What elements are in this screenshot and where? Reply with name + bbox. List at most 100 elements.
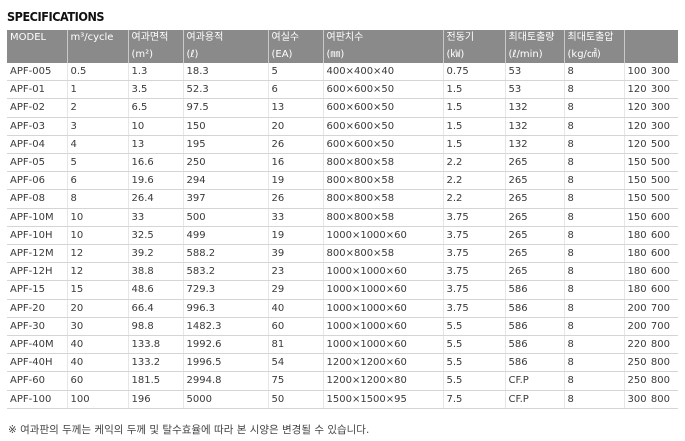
table-cell: 12 xyxy=(66,262,128,282)
table-cell: 0.75 xyxy=(442,63,505,82)
table-cell: 3 xyxy=(66,117,128,136)
table-cell: 133.2 xyxy=(127,353,183,373)
table-cell: 8 xyxy=(563,117,624,136)
pressure-max: 300 xyxy=(650,120,670,132)
table-cell: 19.6 xyxy=(127,171,183,191)
table-cell: APF-05 xyxy=(7,153,67,173)
table-cell: 1000×1000×60 xyxy=(322,317,443,337)
pressure-min: 300 xyxy=(627,393,647,405)
pressure-min: 150 xyxy=(627,193,647,205)
pressure-range-cell: 120 300 xyxy=(623,117,678,136)
table-cell: 5 xyxy=(66,153,128,173)
pressure-max: 700 xyxy=(650,320,670,332)
table-cell: 583.2 xyxy=(182,262,268,282)
table-cell: 1000×1000×60 xyxy=(322,226,443,246)
table-cell: 8 xyxy=(563,335,624,355)
table-row: APF-005 0.5 1.3 18.3 5 400×400×40 0.75 53 8 100 30… xyxy=(7,63,678,82)
unit-cell: (㎾) xyxy=(442,46,505,63)
header-cell: 여판치수 xyxy=(322,30,443,47)
table-row: APF-03 3 10 150 20 600×600×50 1.5 132 8 120 300 xyxy=(7,117,678,136)
page-title: SPECIFICATIONS xyxy=(7,9,105,24)
pressure-min: 150 xyxy=(627,175,647,187)
pressure-min: 180 xyxy=(627,284,647,296)
table-cell: APF-40M xyxy=(7,335,67,355)
table-cell: APF-20 xyxy=(7,299,67,318)
pressure-range-cell: 300 800 xyxy=(623,390,678,409)
pressure-range-cell: 200 700 xyxy=(623,299,678,318)
table-cell: 3.75 xyxy=(442,208,505,227)
table-cell: APF-04 xyxy=(7,135,67,155)
table-cell: 1 xyxy=(66,80,128,100)
table-cell: 181.5 xyxy=(127,371,183,391)
table-cell: 3.75 xyxy=(442,262,505,282)
unit-cell xyxy=(623,46,678,63)
table-cell: 1.5 xyxy=(442,117,505,136)
table-cell: 1.5 xyxy=(442,98,505,118)
pressure-range-cell: 180 600 xyxy=(623,280,678,300)
table-cell: APF-005 xyxy=(7,63,67,82)
table-cell: 800×800×58 xyxy=(322,244,443,264)
pressure-min: 250 xyxy=(627,357,647,369)
table-cell: 40 xyxy=(66,353,128,373)
table-cell: 1200×1200×60 xyxy=(322,353,443,373)
table-cell: 1500×1500×95 xyxy=(322,390,443,409)
table-cell: 3.5 xyxy=(127,80,183,100)
pressure-max: 300 xyxy=(650,84,670,96)
table-cell: 600×600×50 xyxy=(322,98,443,118)
table-cell: 8 xyxy=(563,280,624,300)
table-cell: 29 xyxy=(267,280,323,300)
table-cell: 586 xyxy=(504,335,564,355)
table-cell: 8 xyxy=(563,317,624,337)
table-cell: 8 xyxy=(563,171,624,191)
table-row: APF-12M 12 39.2 588.2 39 800×800×58 3.75 265 8 18… xyxy=(7,244,678,264)
table-row: APF-10M 10 33 500 33 800×800×58 3.75 265 8 150 600 xyxy=(7,208,678,227)
table-cell: 800×800×58 xyxy=(322,189,443,209)
table-cell: 8 xyxy=(563,299,624,318)
table-cell: 8 xyxy=(563,189,624,209)
table-cell: 20 xyxy=(66,299,128,318)
pressure-max: 600 xyxy=(650,284,670,296)
pressure-range-cell: 180 600 xyxy=(623,226,678,246)
table-cell: 8 xyxy=(563,390,624,409)
table-cell: 5.5 xyxy=(442,317,505,337)
table-cell: 265 xyxy=(504,226,564,246)
table-cell: APF-01 xyxy=(7,80,67,100)
table-cell: 1.3 xyxy=(127,63,183,82)
pressure-range-cell: 200 700 xyxy=(623,317,678,337)
pressure-range-cell: 120 500 xyxy=(623,135,678,155)
table-cell: 1.5 xyxy=(442,135,505,155)
table-cell: APF-02 xyxy=(7,98,67,118)
pressure-min: 120 xyxy=(627,120,647,132)
pressure-min: 120 xyxy=(627,84,647,96)
pressure-range-cell: 120 300 xyxy=(623,80,678,100)
table-cell: 1.5 xyxy=(442,80,505,100)
pressure-max: 500 xyxy=(650,175,670,187)
table-cell: CF.P xyxy=(504,390,564,409)
table-cell: 10 xyxy=(66,208,128,227)
table-cell: 33 xyxy=(127,208,183,227)
pressure-max: 700 xyxy=(650,302,670,314)
table-row: APF-20 20 66.4 996.3 40 1000×1000×60 3.75 586 8 2… xyxy=(7,299,678,318)
table-row: APF-40M 40 133.8 1992.6 81 1000×1000×60 5.5 586… xyxy=(7,335,678,355)
table-cell: 33 xyxy=(267,208,323,227)
table-row: APF-30 30 98.8 1482.3 60 1000×1000×60 5.5 586 8 2… xyxy=(7,317,678,337)
pressure-min: 180 xyxy=(627,266,647,278)
table-cell: 20 xyxy=(267,117,323,136)
table-row: APF-10H 10 32.5 499 19 1000×1000×60 3.75 265 8 18… xyxy=(7,226,678,246)
table-cell: 18.3 xyxy=(182,63,268,82)
table-cell: 8 xyxy=(563,135,624,155)
table-cell: 1000×1000×60 xyxy=(322,280,443,300)
pressure-range-cell: 150 600 xyxy=(623,208,678,227)
pressure-max: 300 xyxy=(650,66,670,77)
table-cell: 10 xyxy=(66,226,128,246)
spec-table: MODEL m³/cycle 여과면적 여과용적 여실수 여판치수 전동기 최대… xyxy=(7,30,678,409)
table-cell: 8 xyxy=(563,226,624,246)
table-cell: 800×800×58 xyxy=(322,153,443,173)
table-cell: 600×600×50 xyxy=(322,117,443,136)
table-cell: 3.75 xyxy=(442,299,505,318)
unit-cell: (ℓ/min) xyxy=(504,46,564,63)
table-cell: 23 xyxy=(267,262,323,282)
table-cell: 729.3 xyxy=(182,280,268,300)
table-cell: 195 xyxy=(182,135,268,155)
